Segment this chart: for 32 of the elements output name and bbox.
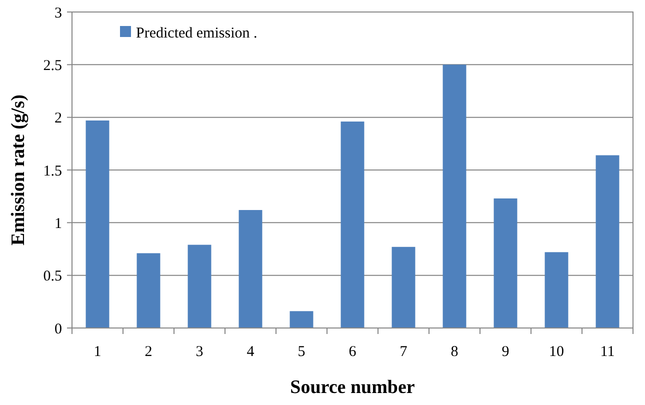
y-axis-title: Emission rate (g/s) [8, 94, 29, 246]
bar [86, 120, 110, 328]
bar [442, 64, 466, 328]
x-tick-label: 2 [144, 344, 152, 360]
x-tick-label: 8 [450, 344, 458, 360]
bar [290, 311, 314, 328]
x-tick-label: 5 [298, 344, 306, 360]
x-tick-label: 6 [348, 344, 357, 360]
y-tick-label: 1 [54, 216, 62, 232]
y-tick-label: 2.5 [43, 58, 62, 74]
x-tick-label: 9 [502, 344, 510, 360]
bar [340, 122, 364, 328]
bar [392, 246, 416, 328]
y-tick-label: 3 [54, 5, 62, 22]
legend-label: Predicted emission . [136, 25, 258, 42]
y-tick-label: 1.5 [43, 163, 62, 180]
x-tick-label: 11 [600, 344, 615, 360]
bar [238, 210, 262, 328]
x-axis-title: Source number [290, 377, 416, 398]
bar [494, 198, 518, 328]
y-tick-label: 2 [54, 110, 62, 127]
x-tick-label: 10 [549, 344, 564, 360]
y-tick-label: 0 [54, 321, 62, 338]
x-tick-label: 4 [246, 344, 255, 360]
bar [544, 252, 568, 328]
x-tick-label: 3 [196, 344, 204, 360]
y-tick-label: 0.5 [43, 268, 62, 285]
bar [188, 244, 212, 328]
x-tick-label: 7 [400, 344, 408, 360]
bar [596, 155, 620, 328]
x-tick-label: 1 [94, 344, 102, 360]
bar [136, 253, 160, 328]
